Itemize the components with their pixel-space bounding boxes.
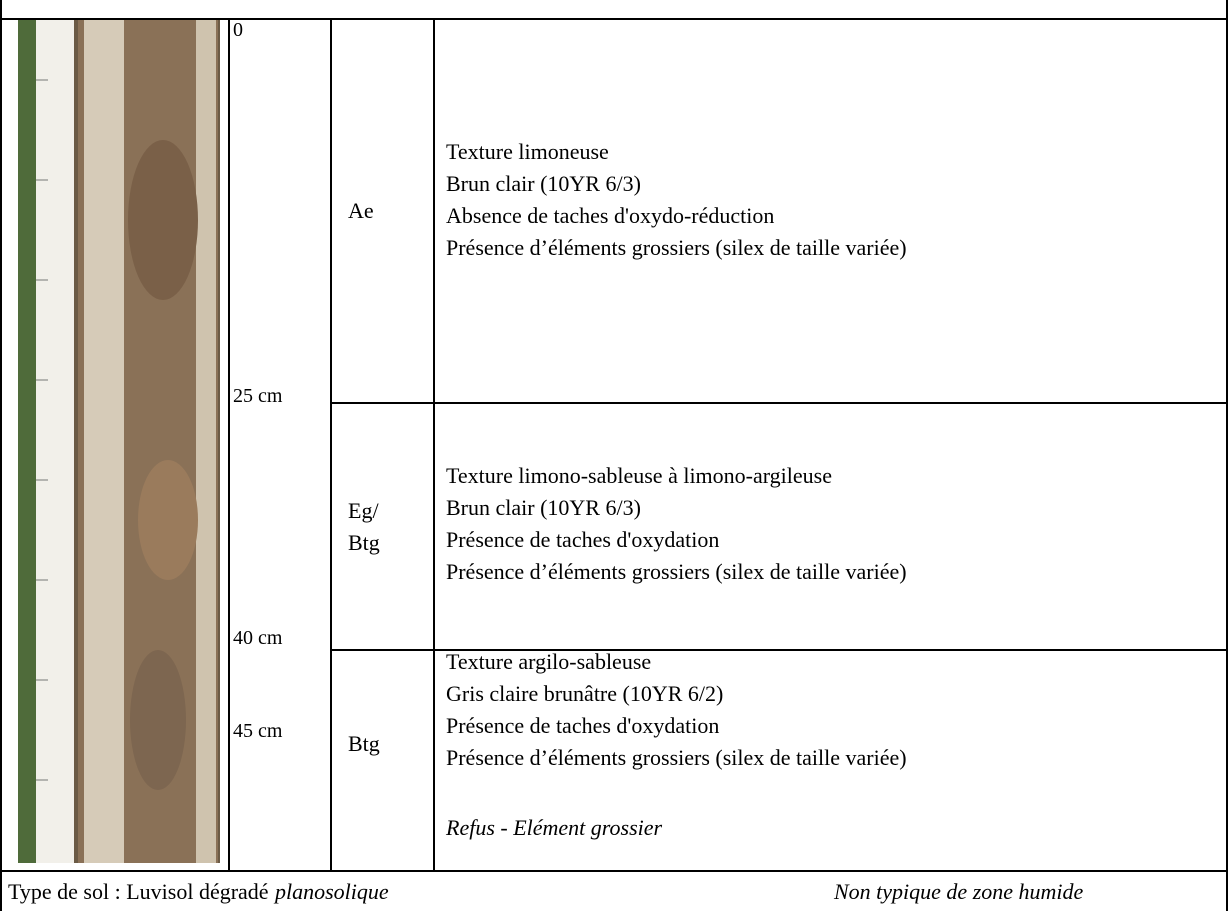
- horizon-note: Refus - Elément grossier: [446, 815, 663, 840]
- depth-label: 25 cm: [233, 385, 283, 407]
- horizon-description: Gris claire brunâtre (10YR 6/2): [446, 681, 724, 706]
- horizon-description: Brun clair (10YR 6/3): [446, 171, 641, 196]
- horizon-description: Présence de taches d'oxydation: [446, 527, 720, 552]
- horizon-name: Btg: [348, 731, 380, 756]
- col-border: [1226, 0, 1228, 911]
- horizon-name: Ae: [348, 198, 374, 223]
- soil-type: Type de sol : Luvisol dégradé: [8, 879, 269, 904]
- horizon-description: Absence de taches d'oxydo-réduction: [446, 203, 775, 228]
- col-border: [433, 18, 435, 871]
- col-border: [330, 18, 332, 871]
- depth-label: 0: [233, 19, 243, 41]
- row-border: [330, 402, 1228, 404]
- row-border: [0, 870, 1228, 872]
- row-border: [330, 649, 1228, 651]
- depth-label: 45 cm: [233, 720, 283, 742]
- horizon-description: Présence de taches d'oxydation: [446, 713, 720, 738]
- horizon-description: Présence d’éléments grossiers (silex de …: [446, 235, 907, 260]
- horizon-description: Brun clair (10YR 6/3): [446, 495, 641, 520]
- soil-type-qualifier: planosolique: [275, 879, 389, 904]
- depth-label: 40 cm: [233, 627, 283, 649]
- horizon-description: Texture limoneuse: [446, 139, 609, 164]
- horizon-name: Eg/: [348, 497, 379, 523]
- soil-core-photo: [18, 20, 220, 863]
- horizon-description: Présence d’éléments grossiers (silex de …: [446, 745, 907, 770]
- col-border: [0, 0, 2, 911]
- col-border: [228, 18, 230, 871]
- horizon-name: Btg: [348, 529, 380, 555]
- horizon-description: Présence d’éléments grossiers (silex de …: [446, 559, 907, 584]
- horizon-description: Texture limono-sableuse à limono-argileu…: [446, 463, 832, 488]
- row-border: [0, 18, 1228, 20]
- zone-status: Non typique de zone humide: [834, 879, 1084, 904]
- horizon-description: Texture argilo-sableuse: [446, 649, 652, 674]
